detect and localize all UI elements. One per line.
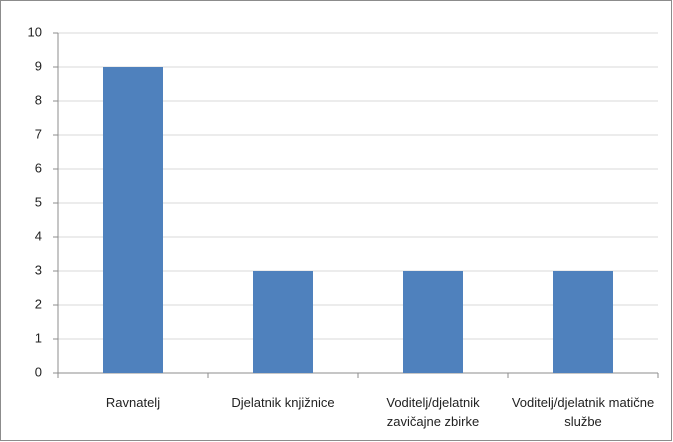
y-tick-label: 7 <box>35 126 42 141</box>
bar <box>403 271 463 373</box>
bar <box>253 271 313 373</box>
x-tick-label: Voditelj/djelatnik zavičajne zbirke <box>386 395 480 429</box>
y-tick-label: 1 <box>35 330 42 345</box>
x-tick-label: Djelatnik knjižnice <box>231 395 335 410</box>
y-tick-label: 9 <box>35 58 42 73</box>
y-tick-label: 4 <box>35 228 42 243</box>
y-tick-label: 6 <box>35 160 42 175</box>
y-tick-label: 5 <box>35 194 42 209</box>
x-tick-label: Voditelj/djelatnik matične službe <box>511 395 655 429</box>
bar <box>103 67 163 373</box>
y-tick-label: 3 <box>35 262 42 277</box>
x-tick-label: Ravnatelj <box>105 395 161 410</box>
bar <box>553 271 613 373</box>
y-tick-label: 2 <box>35 296 42 311</box>
y-tick-label: 10 <box>28 24 42 39</box>
y-tick-label: 0 <box>35 364 42 379</box>
y-tick-label: 8 <box>35 92 42 107</box>
